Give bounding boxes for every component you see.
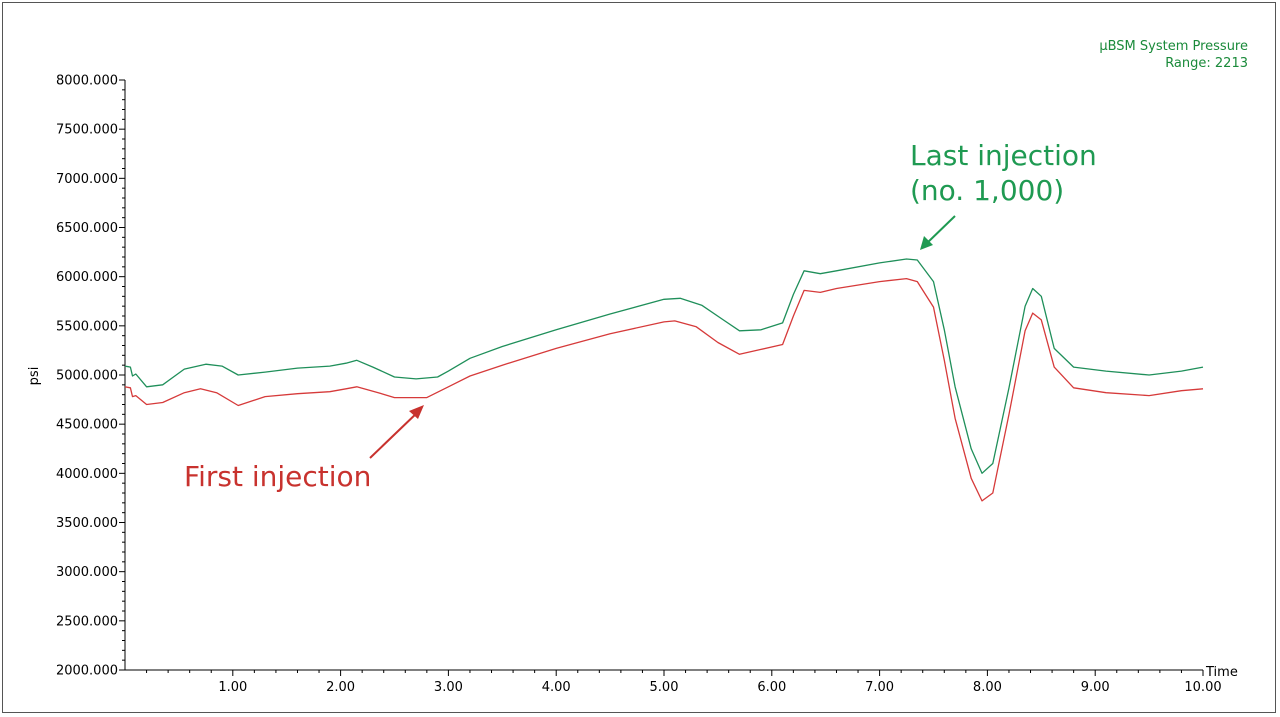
annotation-last-line1: Last injection (910, 139, 1097, 172)
x-axis-title: Time (1205, 665, 1238, 680)
annotation-last-arrowhead (920, 236, 933, 250)
y-tick-label: 7500.000 (56, 123, 118, 138)
y-tick-label: 4500.000 (56, 418, 118, 433)
y-tick-label: 2000.000 (56, 664, 118, 679)
y-tick-label: 8000.000 (56, 74, 118, 89)
y-tick-label: 6500.000 (56, 221, 118, 236)
annotation-first-arrowhead (409, 405, 424, 419)
axes: 2000.000 2500.000 3000.000 3500.000 4000.000… (56, 74, 1222, 696)
x-tick-label: 5.00 (650, 680, 679, 695)
x-tick-label: 8.00 (973, 680, 1002, 695)
x-tick-label: 7.00 (865, 680, 894, 695)
x-tick-label: 4.00 (542, 680, 571, 695)
y-tick-label: 6000.000 (56, 270, 118, 285)
y-tick-label: 2500.000 (56, 614, 118, 629)
series-line-1 (124, 258, 1204, 474)
y-tick-label: 3000.000 (56, 565, 118, 580)
x-tick-label: 3.00 (434, 680, 463, 695)
series-line-2 (124, 277, 1204, 502)
y-tick-label: 5500.000 (56, 319, 118, 334)
annotation-last-arrow-line (924, 215, 956, 246)
annotation-first-arrow-line (369, 409, 421, 459)
annotation-first-injection: First injection (184, 460, 371, 493)
x-tick-label: 9.00 (1081, 680, 1110, 695)
x-tick-label: 1.00 (218, 680, 247, 695)
legend-title: µBSM System Pressure (1099, 39, 1248, 54)
x-tick-label: 2.00 (326, 680, 355, 695)
legend-range: Range: 2213 (1165, 56, 1248, 71)
series-layer (124, 258, 1204, 502)
y-tick-label: 4000.000 (56, 467, 118, 482)
annotation-last-line2: (no. 1,000) (910, 174, 1064, 207)
x-tick-label: 6.00 (757, 680, 786, 695)
y-tick-label: 7000.000 (56, 172, 118, 187)
y-tick-label: 5000.000 (56, 369, 118, 384)
y-tick-label: 3500.000 (56, 516, 118, 531)
y-axis-title: psi (27, 367, 42, 386)
x-tick-label: 10.00 (1184, 680, 1221, 695)
